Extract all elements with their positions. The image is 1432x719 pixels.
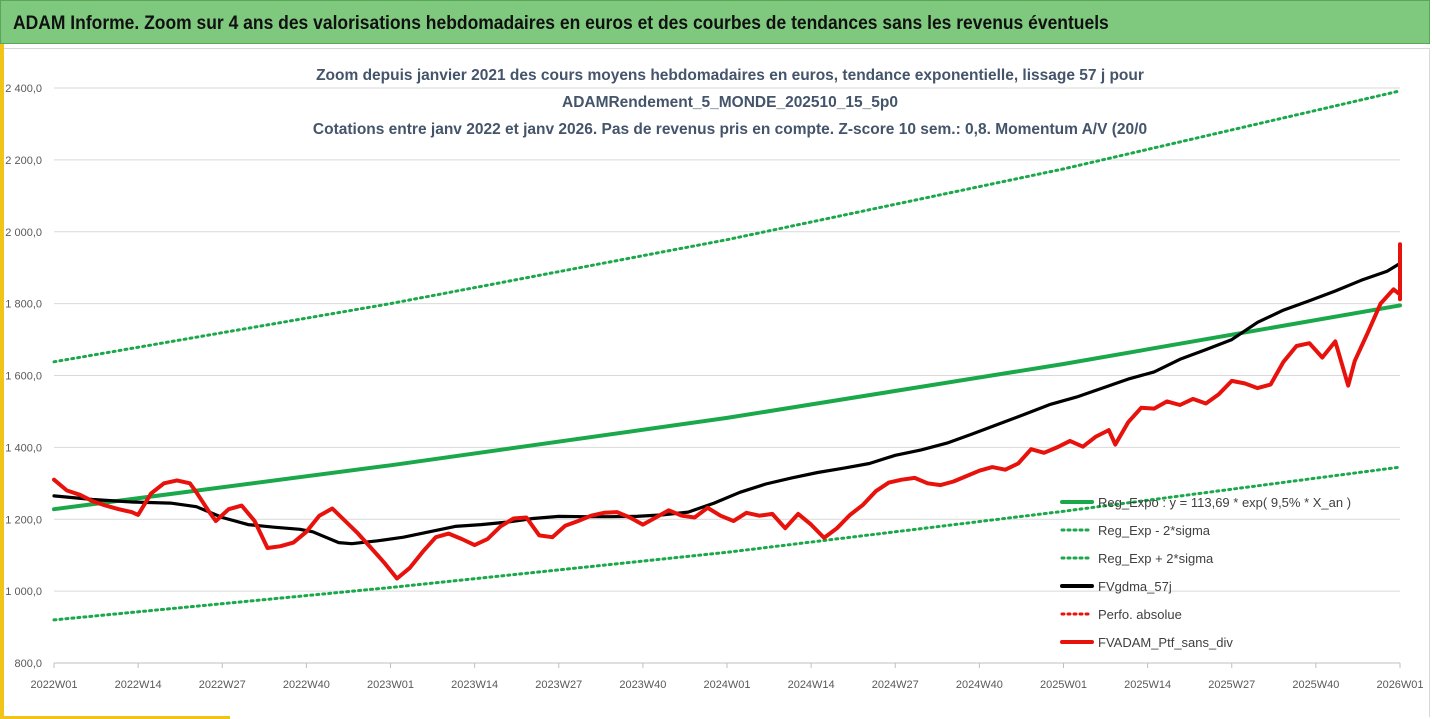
series-line-0	[52, 303, 1402, 512]
y-tick-label: 1 200,0	[5, 514, 42, 526]
series-group	[52, 89, 1402, 622]
y-tick-label: 1 800,0	[5, 299, 42, 311]
chart-frame	[4, 48, 1430, 717]
x-tick-label: 2025W01	[1040, 679, 1087, 691]
series-line-1	[52, 465, 1402, 622]
header-banner: ADAM Informe. Zoom sur 4 ans des valoris…	[0, 0, 1430, 44]
x-tick-label: 2024W40	[956, 679, 1003, 691]
x-tick-label: 2024W14	[788, 679, 835, 691]
x-tick-label: 2024W01	[703, 679, 750, 691]
x-tick-label: 2023W01	[367, 679, 414, 691]
y-tick-label: 1 000,0	[5, 586, 42, 598]
legend-label-2: Reg_Exp + 2*sigma	[1098, 551, 1214, 566]
x-tick-label: 2022W01	[30, 679, 77, 691]
legend-label-0: Reg_Expo : y = 113,69 * exp( 9,5% * X_an…	[1098, 495, 1351, 510]
chart-title-line: ADAMRendement_5_MONDE_202510_15_5p0	[562, 94, 898, 111]
y-tick-label: 1 600,0	[5, 371, 42, 383]
legend-label-1: Reg_Exp - 2*sigma	[1098, 523, 1211, 538]
chart-title-line: Zoom depuis janvier 2021 des cours moyen…	[316, 67, 1144, 84]
x-tick-label: 2025W40	[1292, 679, 1339, 691]
x-tick-label: 2024W27	[872, 679, 919, 691]
y-tick-label: 800,0	[14, 658, 42, 670]
x-tick-label: 2023W27	[535, 679, 582, 691]
x-tick-label: 2026W01	[1376, 679, 1423, 691]
legend-label-3: FVgdma_57j	[1098, 579, 1172, 594]
series-line-5	[52, 242, 1402, 581]
x-tick-label: 2025W14	[1124, 679, 1171, 691]
series-line-2	[52, 89, 1402, 364]
chart-title-line: Cotations entre janv 2022 et janv 2026. …	[313, 121, 1147, 138]
x-tick-label: 2023W14	[451, 679, 498, 691]
legend-label-4: Perfo. absolue	[1098, 607, 1182, 622]
series-line-3	[52, 254, 1402, 546]
left-accent-strip	[0, 44, 4, 719]
x-tick-label: 2023W40	[619, 679, 666, 691]
x-tick-label: 2022W14	[115, 679, 162, 691]
chart-title: Zoom depuis janvier 2021 des cours moyen…	[313, 67, 1147, 138]
legend-label-5: FVADAM_Ptf_sans_div	[1098, 635, 1233, 650]
y-tick-label: 2 200,0	[5, 155, 42, 167]
bottom-accent-strip	[0, 716, 230, 719]
x-tick-label: 2025W27	[1208, 679, 1255, 691]
y-tick-label: 2 000,0	[5, 227, 42, 239]
page-title: ADAM Informe. Zoom sur 4 ans des valoris…	[13, 13, 1109, 34]
y-tick-label: 1 400,0	[5, 442, 42, 454]
x-tick-label: 2022W27	[199, 679, 246, 691]
axes: 800,0 1 000,0 1 200,0 1 400,0 1 600,0 1 800,0…	[5, 83, 1423, 691]
x-tick-label: 2022W40	[283, 679, 330, 691]
y-tick-label: 2 400,0	[5, 83, 42, 95]
legend: Reg_Expo : y = 113,69 * exp( 9,5% * X_an…	[1060, 495, 1351, 650]
grid-lines	[54, 87, 1400, 664]
